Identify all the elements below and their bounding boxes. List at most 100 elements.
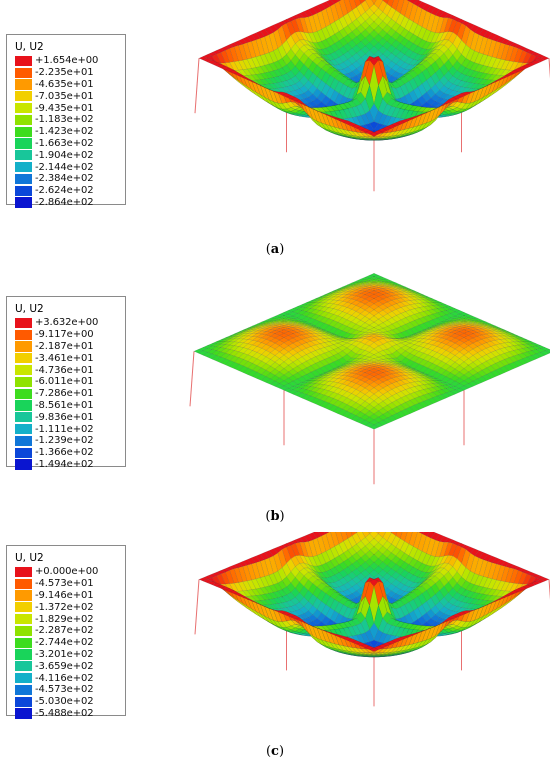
legend-swatch — [15, 388, 32, 399]
legend-row: -3.201e+02 — [15, 649, 125, 661]
legend-row: -2.235e+01 — [15, 67, 125, 79]
legend-row: -9.117e+00 — [15, 329, 125, 341]
legend-value: -5.488e+02 — [35, 707, 94, 719]
legend-rows: +3.632e+00 -9.117e+00 -2.187e+01 -3.461e+01… — [15, 317, 125, 470]
legend-row: -5.488e+02 — [15, 708, 125, 720]
legend-row: -2.287e+02 — [15, 625, 125, 637]
legend-title: U, U2 — [15, 41, 44, 53]
legend-swatch — [15, 197, 32, 208]
legend-row: -2.624e+02 — [15, 185, 125, 197]
legend-value: -4.573e+01 — [35, 578, 94, 590]
legend-swatch — [15, 661, 32, 672]
legend-row: -1.183e+02 — [15, 114, 125, 126]
legend-swatch — [15, 708, 32, 719]
legend-swatch — [15, 102, 32, 114]
legend-swatch — [15, 376, 32, 387]
legend-swatch — [15, 412, 32, 423]
panel-a: U, U2 +1.654e+00 -2.235e+01 -4.635e+01 -7.0… — [0, 0, 550, 262]
column-line — [194, 579, 200, 635]
legend-value: -1.494e+02 — [35, 458, 94, 470]
caption-a: (a) — [265, 242, 285, 257]
legend-swatch — [15, 67, 32, 78]
legend-b: U, U2 +3.632e+00 -9.117e+00 -2.187e+01 -3.4… — [6, 296, 126, 470]
legend-value: -3.659e+02 — [35, 660, 94, 672]
legend-value: -3.461e+01 — [35, 352, 94, 364]
legend-swatch — [15, 459, 32, 470]
legend-row: -7.035e+01 — [15, 90, 125, 102]
legend-row: -9.146e+01 — [15, 590, 125, 602]
legend-row: -3.461e+01 — [15, 352, 125, 364]
legend-swatch — [15, 353, 32, 364]
legend-swatch — [15, 672, 32, 684]
legend-row: -2.744e+02 — [15, 637, 125, 649]
legend-value: -1.829e+02 — [35, 613, 94, 625]
legend-row: -1.239e+02 — [15, 435, 125, 447]
legend-swatch — [15, 602, 32, 613]
deformed-slab-plot-b — [189, 273, 550, 485]
legend-value: -2.744e+02 — [35, 637, 94, 649]
legend-value: +0.000e+00 — [35, 566, 99, 578]
legend-value: -6.011e+01 — [35, 376, 94, 388]
legend-row: -2.144e+02 — [15, 161, 125, 173]
legend-row: -3.659e+02 — [15, 660, 125, 672]
legend-rows: +0.000e+00 -4.573e+01 -9.146e+01 -1.372e+02… — [15, 566, 125, 719]
legend-value: +1.654e+00 — [35, 55, 99, 67]
legend-value: -1.904e+02 — [35, 149, 94, 161]
legend-row: +0.000e+00 — [15, 566, 125, 578]
legend-value: -7.035e+01 — [35, 90, 94, 102]
legend-value: -8.561e+01 — [35, 399, 94, 411]
legend-swatch — [15, 400, 32, 411]
column-line — [194, 58, 200, 114]
legend-value: -2.287e+02 — [35, 625, 94, 637]
legend-swatch — [15, 435, 32, 446]
legend-swatch — [15, 625, 32, 636]
legend-title: U, U2 — [15, 552, 44, 564]
legend-row: -1.494e+02 — [15, 459, 125, 471]
legend-row: -6.011e+01 — [15, 376, 125, 388]
legend-row: -2.864e+02 — [15, 197, 125, 209]
legend-value: -9.146e+01 — [35, 589, 94, 601]
legend-value: -2.384e+02 — [35, 173, 94, 185]
legend-row: -1.366e+02 — [15, 447, 125, 459]
legend-swatch — [15, 173, 32, 184]
legend-swatch — [15, 578, 32, 589]
legend-value: -4.736e+01 — [35, 364, 94, 376]
legend-swatch — [15, 126, 32, 137]
legend-swatch — [15, 114, 32, 125]
legend-value: -1.372e+02 — [35, 601, 94, 613]
legend-row: -4.573e+01 — [15, 578, 125, 590]
legend-row: -5.030e+02 — [15, 696, 125, 708]
legend-row: -8.561e+01 — [15, 400, 125, 412]
legend-row: +3.632e+00 — [15, 317, 125, 329]
legend-swatch — [15, 684, 32, 695]
legend-swatch — [15, 696, 32, 707]
legend-value: -2.864e+02 — [35, 196, 94, 208]
legend-value: -1.366e+02 — [35, 447, 94, 459]
legend-row: -1.423e+02 — [15, 126, 125, 138]
column-line — [189, 351, 195, 407]
legend-row: -2.384e+02 — [15, 173, 125, 185]
legend-swatch — [15, 447, 32, 458]
legend-a: U, U2 +1.654e+00 -2.235e+01 -4.635e+01 -7.0… — [6, 34, 126, 208]
caption-b: (b) — [265, 509, 285, 524]
legend-value: -1.663e+02 — [35, 137, 94, 149]
legend-value: -4.116e+02 — [35, 672, 94, 684]
legend-swatch — [15, 637, 32, 648]
legend-row: -1.904e+02 — [15, 149, 125, 161]
legend-value: -1.111e+02 — [35, 423, 94, 435]
legend-row: -1.372e+02 — [15, 601, 125, 613]
legend-row: -1.829e+02 — [15, 613, 125, 625]
legend-rows: +1.654e+00 -2.235e+01 -4.635e+01 -7.035e+01… — [15, 55, 125, 208]
legend-row: -2.187e+01 — [15, 341, 125, 353]
legend-swatch — [15, 161, 32, 173]
legend-swatch — [15, 150, 32, 161]
legend-swatch — [15, 341, 32, 352]
legend-value: -5.030e+02 — [35, 696, 94, 708]
legend-value: -2.235e+01 — [35, 67, 94, 79]
legend-row: +1.654e+00 — [15, 55, 125, 67]
caption-c: (c) — [265, 744, 285, 759]
legend-swatch — [15, 423, 32, 435]
legend-row: -4.635e+01 — [15, 79, 125, 91]
legend-swatch — [15, 329, 32, 340]
legend-row: -4.116e+02 — [15, 672, 125, 684]
